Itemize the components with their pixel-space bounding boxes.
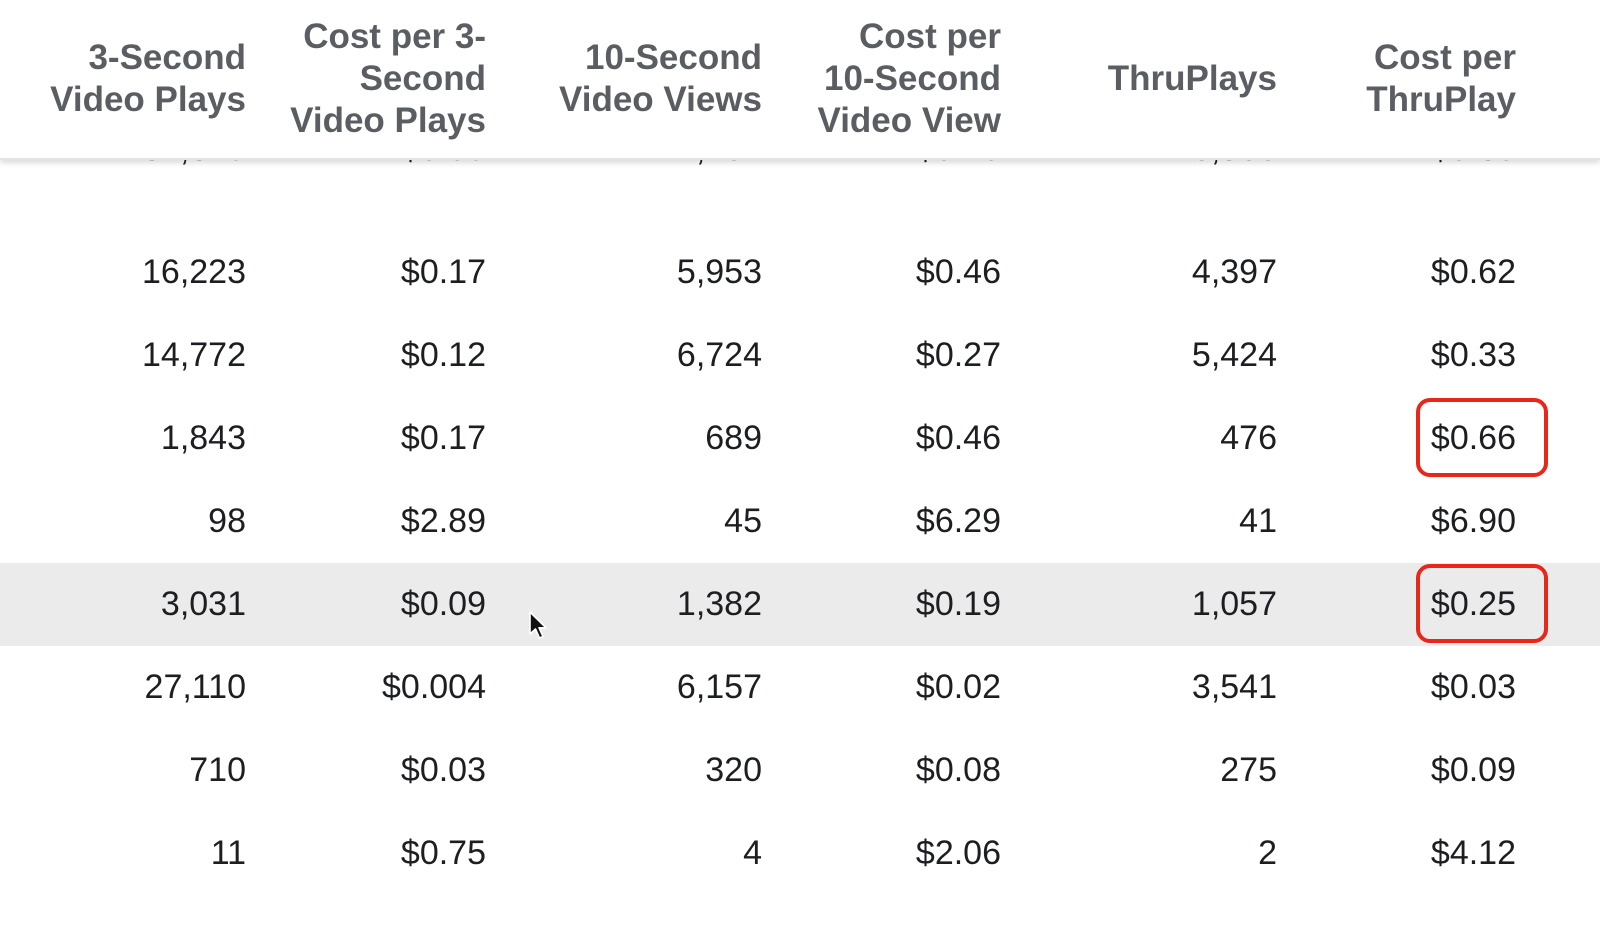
table-cell: 45 [724,502,762,540]
table-cell: $0.08 [915,751,1001,789]
table-header: 3-Second Video Plays Cost per 3- Second … [0,0,1600,160]
header-line: Second [359,59,486,98]
table-cell: 1,057 [1191,585,1277,623]
table-cell: 27,110 [144,668,246,706]
table-cell: 275 [1220,751,1277,789]
table-cell: $4.12 [1430,834,1516,872]
table-cell: 3,031 [160,585,246,623]
table-cell: 11 [210,834,246,872]
table-row[interactable]: 98 $2.89 45 $6.29 41 $6.90 [0,480,1600,563]
table-cell: 6,724 [676,336,762,374]
table-cell: 98 [208,502,246,540]
table-row[interactable]: 27,110 $0.004 6,157 $0.02 3,541 $0.03 [0,646,1600,729]
table-cell: $0.75 [400,834,486,872]
column-header-thruplays[interactable]: ThruPlays [1037,0,1277,158]
header-line: Video Plays [50,80,246,119]
table-cell: 2 [1258,834,1277,872]
header-line: Cost per [1374,38,1516,77]
table-cell: $0.02 [915,668,1001,706]
table-row[interactable]: 1,843 $0.17 689 $0.46 476 $0.66 [0,397,1600,480]
header-line: Cost per [859,17,1001,56]
table-row[interactable]: 14,772 $0.12 6,724 $0.27 5,424 $0.33 [0,314,1600,397]
header-line: Video Views [559,80,762,119]
column-header-3-second-video-plays[interactable]: 3-Second Video Plays [6,0,246,158]
table-row[interactable]: 3,031 $0.09 1,382 $0.19 1,057 $0.25 [0,563,1600,646]
header-line: 10-Second [824,59,1001,98]
table-cell: 14,772 [142,336,246,374]
table-cell: $0.17 [400,253,486,291]
table-cell: 1,382 [676,585,762,623]
table-cell: 16,223 [142,253,246,291]
table-cell: $0.46 [915,253,1001,291]
header-line: ThruPlay [1366,80,1516,119]
table-cell: $6.29 [915,502,1001,540]
table-cell: 4,397 [1191,253,1277,291]
table-cell: 41 [1239,502,1277,540]
column-header-cost-per-3-second-video-plays[interactable]: Cost per 3- Second Video Plays [246,0,486,158]
table-cell: $0.09 [400,585,486,623]
column-header-cost-per-10-second-video-view[interactable]: Cost per 10-Second Video View [761,0,1001,158]
table-row[interactable]: 16,223 $0.17 5,953 $0.46 4,397 $0.62 [0,231,1600,314]
header-line: 10-Second [585,38,762,77]
table-cell: $0.12 [400,336,486,374]
table-cell: $0.25 [1430,585,1516,623]
table-cell: $0.27 [915,336,1001,374]
table-cell: $0.46 [915,419,1001,457]
column-header-cost-per-thruplay[interactable]: Cost per ThruPlay [1276,0,1516,158]
table-cell: 320 [705,751,762,789]
table-cell: 6,157 [676,668,762,706]
table-row[interactable]: 11 $0.75 4 $2.06 2 $4.12 [0,812,1600,895]
header-line: Video Plays [290,101,486,140]
table-cell: $0.03 [400,751,486,789]
table-row[interactable]: 710 $0.03 320 $0.08 275 $0.09 [0,729,1600,812]
mouse-pointer-icon [529,611,547,639]
header-line: 3-Second [88,38,246,77]
table-cell: 1,843 [160,419,246,457]
table-cell: 5,953 [676,253,762,291]
table-cell: $0.66 [1430,419,1516,457]
table-cell: 476 [1220,419,1277,457]
table-cell: $2.06 [915,834,1001,872]
header-line: Cost per 3- [303,17,486,56]
table-cell: 4 [743,834,762,872]
table-cell: $0.33 [1430,336,1516,374]
header-line: Video View [817,101,1001,140]
table-cell: 5,424 [1191,336,1277,374]
table-cell: $0.004 [382,668,486,706]
table-cell: $0.19 [915,585,1001,623]
table-cell: 689 [705,419,762,457]
table-cell: $0.62 [1430,253,1516,291]
table-cell: $0.17 [400,419,486,457]
table-cell: $0.09 [1430,751,1516,789]
table-cell: $6.90 [1430,502,1516,540]
header-line: ThruPlays [1107,59,1277,98]
table-cell: $0.03 [1430,668,1516,706]
table-cell: 3,541 [1191,668,1277,706]
column-header-10-second-video-views[interactable]: 10-Second Video Views [522,0,762,158]
table-cell: 710 [189,751,246,789]
table-cell: $2.89 [400,502,486,540]
